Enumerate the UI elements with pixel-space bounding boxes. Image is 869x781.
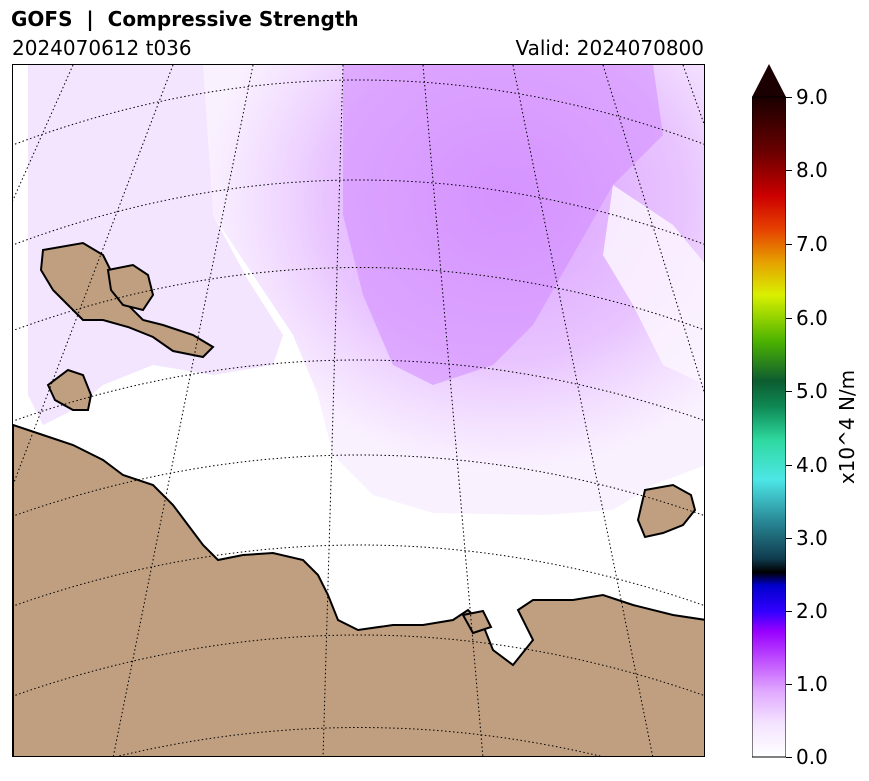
colorbar-tick-label: 2.0 [796,599,828,623]
graticule [13,65,704,756]
map-svg [13,65,704,756]
colorbar-extend-arrow [752,64,786,97]
colorbar-tick-mark [786,538,792,539]
sea-ice-light-west [28,65,283,425]
colorbar-tick-mark [786,465,792,466]
colorbar-tick-label: 0.0 [796,745,828,769]
colorbar-tick-mark [786,757,792,758]
colorbar-tick-label: 1.0 [796,672,828,696]
colorbar-tick-label: 5.0 [796,379,828,403]
colorbar-unit-label: x10^4 N/m [835,369,859,485]
colorbar-tick-mark [786,244,792,245]
colorbar-tick-mark [786,97,792,98]
colorbar-tick-mark [786,611,792,612]
map-panel [12,64,705,757]
colorbar-tick-label: 3.0 [796,526,828,550]
colorbar-tick-label: 6.0 [796,306,828,330]
colorbar-tick-label: 7.0 [796,232,828,256]
land-mainland [13,423,704,756]
chart-title: GOFS | Compressive Strength [11,7,359,31]
colorbar-tick-label: 4.0 [796,453,828,477]
colorbar-tick-label: 9.0 [796,85,828,109]
colorbar-tick-mark [786,684,792,685]
land-svalbard-east [106,263,155,312]
land-island-mid [461,609,493,635]
colorbar-tick-mark [786,391,792,392]
colorbar-tick-mark [786,170,792,171]
colorbar-tick-label: 8.0 [796,158,828,182]
colorbar-tick-mark [786,318,792,319]
valid-time: Valid: 2024070800 [515,36,704,60]
colorbar-gradient [752,96,786,758]
land-bear-island [46,368,93,411]
sea-ice-core [343,65,663,385]
land-island-east [636,483,697,539]
colorbar [752,64,786,758]
run-time: 2024070612 t036 [12,36,192,60]
sea-ice-white-gaps [603,185,704,385]
